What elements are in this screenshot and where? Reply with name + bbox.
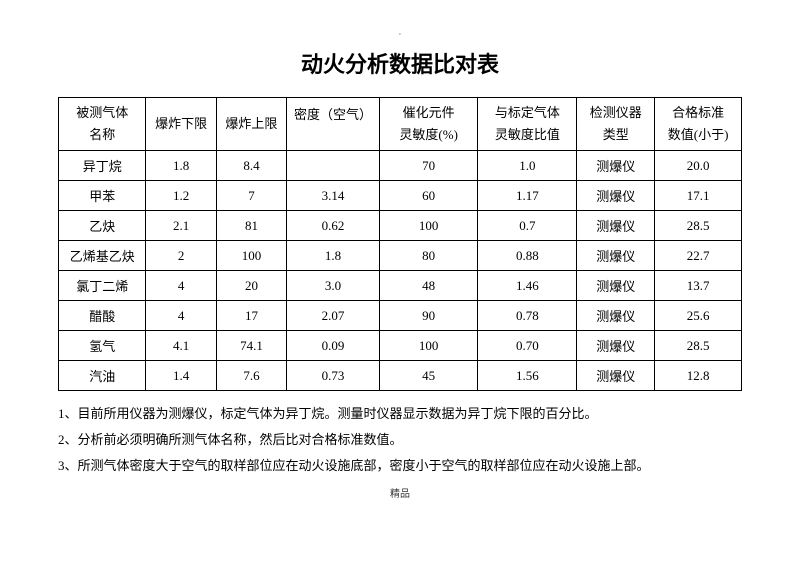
note-3: 3、所测气体密度大于空气的取样部位应在动火设施底部，密度小于空气的取样部位应在动… bbox=[58, 453, 742, 479]
table-cell: 2.07 bbox=[287, 301, 380, 331]
table-cell: 13.7 bbox=[655, 271, 742, 301]
table-cell: 28.5 bbox=[655, 331, 742, 361]
th-instrument: 检测仪器类型 bbox=[577, 98, 655, 151]
table-cell: 7.6 bbox=[216, 361, 286, 391]
th-density: 密度（空气） bbox=[287, 98, 380, 151]
footer-text: 精品 bbox=[58, 485, 742, 500]
table-cell: 测爆仪 bbox=[577, 151, 655, 181]
table-cell: 乙炔 bbox=[59, 211, 146, 241]
table-row: 乙炔2.1810.621000.7测爆仪28.5 bbox=[59, 211, 742, 241]
table-cell: 测爆仪 bbox=[577, 361, 655, 391]
table-cell: 60 bbox=[379, 181, 477, 211]
note-1: 1、目前所用仪器为测爆仪，标定气体为异丁烷。测量时仪器显示数据为异丁烷下限的百分… bbox=[58, 401, 742, 427]
th-standard: 合格标准数值(小于) bbox=[655, 98, 742, 151]
table-cell: 90 bbox=[379, 301, 477, 331]
th-gas-name: 被测气体名称 bbox=[59, 98, 146, 151]
th-lel: 爆炸下限 bbox=[146, 98, 216, 151]
table-cell: 7 bbox=[216, 181, 286, 211]
top-dot: · bbox=[58, 30, 742, 39]
table-cell: 测爆仪 bbox=[577, 181, 655, 211]
table-cell: 4 bbox=[146, 301, 216, 331]
table-cell: 45 bbox=[379, 361, 477, 391]
table-cell: 汽油 bbox=[59, 361, 146, 391]
table-row: 氯丁二烯4203.0481.46测爆仪13.7 bbox=[59, 271, 742, 301]
table-cell: 100 bbox=[216, 241, 286, 271]
th-sensitivity: 催化元件灵敏度(%) bbox=[379, 98, 477, 151]
table-cell: 2.1 bbox=[146, 211, 216, 241]
table-cell: 3.14 bbox=[287, 181, 380, 211]
table-cell: 1.8 bbox=[146, 151, 216, 181]
table-row: 乙烯基乙炔21001.8800.88测爆仪22.7 bbox=[59, 241, 742, 271]
table-cell: 17.1 bbox=[655, 181, 742, 211]
table-cell: 17 bbox=[216, 301, 286, 331]
table-cell: 70 bbox=[379, 151, 477, 181]
table-cell: 0.62 bbox=[287, 211, 380, 241]
table-header-row: 被测气体名称 爆炸下限 爆炸上限 密度（空气） 催化元件灵敏度(%) 与标定气体… bbox=[59, 98, 742, 151]
table-cell: 22.7 bbox=[655, 241, 742, 271]
table-cell: 80 bbox=[379, 241, 477, 271]
table-row: 氢气4.174.10.091000.70测爆仪28.5 bbox=[59, 331, 742, 361]
table-cell: 测爆仪 bbox=[577, 211, 655, 241]
table-cell: 100 bbox=[379, 331, 477, 361]
table-cell: 4 bbox=[146, 271, 216, 301]
table-cell: 测爆仪 bbox=[577, 241, 655, 271]
table-cell: 4.1 bbox=[146, 331, 216, 361]
table-body: 异丁烷1.88.4701.0测爆仪20.0甲苯1.273.14601.17测爆仪… bbox=[59, 151, 742, 391]
table-cell: 氯丁二烯 bbox=[59, 271, 146, 301]
table-cell: 醋酸 bbox=[59, 301, 146, 331]
table-cell: 12.8 bbox=[655, 361, 742, 391]
table-cell: 测爆仪 bbox=[577, 271, 655, 301]
table-cell: 1.4 bbox=[146, 361, 216, 391]
table-row: 异丁烷1.88.4 701.0测爆仪20.0 bbox=[59, 151, 742, 181]
table-cell: 0.7 bbox=[478, 211, 577, 241]
note-2: 2、分析前必须明确所测气体名称，然后比对合格标准数值。 bbox=[58, 427, 742, 453]
table-cell: 0.88 bbox=[478, 241, 577, 271]
table-row: 汽油1.47.60.73451.56测爆仪12.8 bbox=[59, 361, 742, 391]
table-cell: 81 bbox=[216, 211, 286, 241]
th-uel: 爆炸上限 bbox=[216, 98, 286, 151]
table-cell: 8.4 bbox=[216, 151, 286, 181]
table-cell: 1.0 bbox=[478, 151, 577, 181]
table-cell: 0.70 bbox=[478, 331, 577, 361]
table-cell: 0.09 bbox=[287, 331, 380, 361]
table-cell: 异丁烷 bbox=[59, 151, 146, 181]
table-cell: 0.73 bbox=[287, 361, 380, 391]
table-cell: 28.5 bbox=[655, 211, 742, 241]
table-cell: 1.46 bbox=[478, 271, 577, 301]
table-cell: 乙烯基乙炔 bbox=[59, 241, 146, 271]
table-cell: 测爆仪 bbox=[577, 301, 655, 331]
table-cell: 测爆仪 bbox=[577, 331, 655, 361]
table-cell: 25.6 bbox=[655, 301, 742, 331]
table-cell: 74.1 bbox=[216, 331, 286, 361]
table-cell: 20.0 bbox=[655, 151, 742, 181]
table-cell: 氢气 bbox=[59, 331, 146, 361]
table-cell: 1.8 bbox=[287, 241, 380, 271]
th-ratio: 与标定气体灵敏度比值 bbox=[478, 98, 577, 151]
notes-section: 1、目前所用仪器为测爆仪，标定气体为异丁烷。测量时仪器显示数据为异丁烷下限的百分… bbox=[58, 401, 742, 479]
table-cell: 1.2 bbox=[146, 181, 216, 211]
table-cell bbox=[287, 151, 380, 181]
table-cell: 100 bbox=[379, 211, 477, 241]
table-cell: 20 bbox=[216, 271, 286, 301]
table-cell: 甲苯 bbox=[59, 181, 146, 211]
table-cell: 3.0 bbox=[287, 271, 380, 301]
table-cell: 1.17 bbox=[478, 181, 577, 211]
table-cell: 0.78 bbox=[478, 301, 577, 331]
table-cell: 2 bbox=[146, 241, 216, 271]
table-cell: 48 bbox=[379, 271, 477, 301]
table-row: 甲苯1.273.14601.17测爆仪17.1 bbox=[59, 181, 742, 211]
data-table: 被测气体名称 爆炸下限 爆炸上限 密度（空气） 催化元件灵敏度(%) 与标定气体… bbox=[58, 97, 742, 391]
table-cell: 1.56 bbox=[478, 361, 577, 391]
table-row: 醋酸4172.07900.78测爆仪25.6 bbox=[59, 301, 742, 331]
page-title: 动火分析数据比对表 bbox=[58, 47, 742, 79]
